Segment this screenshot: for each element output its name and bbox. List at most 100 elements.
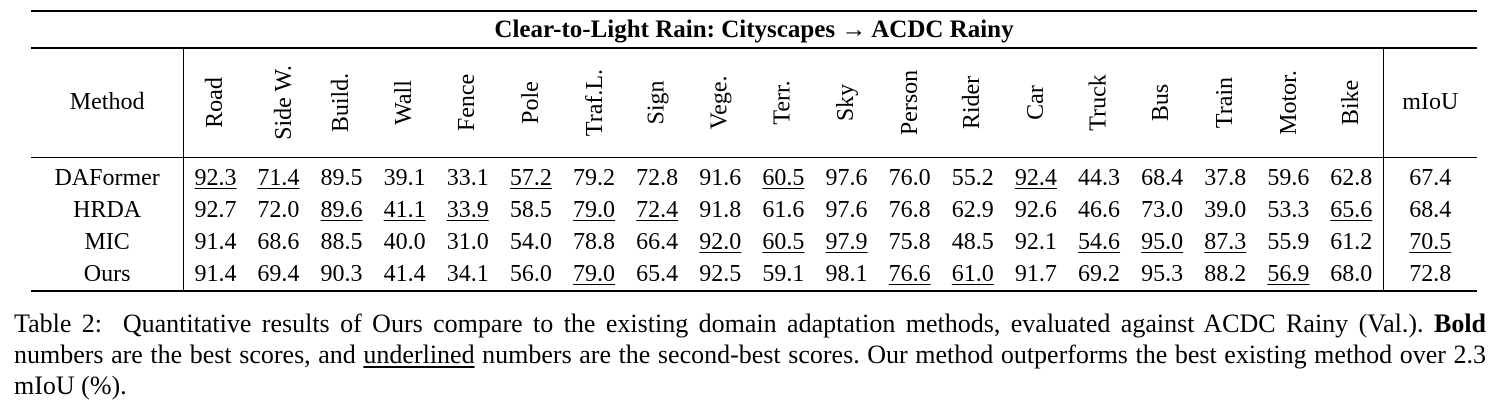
score-cell: 97.6 bbox=[825, 196, 868, 223]
score-cell: 97.6 bbox=[825, 164, 868, 191]
score-cell: 53.3 bbox=[1267, 196, 1310, 223]
class-header-label: Vege. bbox=[706, 75, 733, 130]
score-cell: 89.6 bbox=[320, 196, 363, 223]
class-header-label: Sign bbox=[643, 80, 670, 125]
score-cell: 91.7 bbox=[1014, 260, 1057, 287]
score-cell: 65.6 bbox=[1330, 196, 1373, 223]
class-header-label: Side W. bbox=[270, 65, 297, 140]
method-name: Ours bbox=[83, 260, 131, 287]
score-cell: 62.9 bbox=[951, 196, 994, 223]
class-header: Bike bbox=[1319, 48, 1384, 158]
table-row: MIC 91.4 68.6 88.5 40.0 31.0 54.0 78.8 66.4 92.0 6… bbox=[31, 225, 1477, 258]
score-cell: 91.6 bbox=[699, 164, 742, 191]
class-header: Road bbox=[183, 48, 247, 158]
table-caption: Table 2: Quantitative results of Ours co… bbox=[14, 308, 1486, 401]
class-header-label: Traf.L. bbox=[582, 68, 609, 137]
class-header-label: Person bbox=[897, 69, 924, 136]
caption-text-3: numbers are the second-best scores. Our … bbox=[14, 340, 1487, 400]
class-header: Motor. bbox=[1256, 48, 1320, 158]
score-cell: 92.3 bbox=[183, 157, 247, 194]
score-cell: 92.6 bbox=[1014, 196, 1057, 223]
bottom-rule bbox=[31, 289, 1477, 292]
score-cell: 92.5 bbox=[699, 260, 742, 287]
score-cell: 97.9 bbox=[825, 228, 868, 255]
class-header: Rider bbox=[941, 48, 1005, 158]
score-cell: 76.6 bbox=[888, 260, 931, 287]
class-header-label: Car bbox=[1022, 85, 1049, 120]
method-header: Method bbox=[31, 48, 184, 158]
score-cell: 76.0 bbox=[888, 164, 931, 191]
score-cell: 55.2 bbox=[951, 164, 994, 191]
miou-cell: 72.8 bbox=[1382, 257, 1477, 290]
caption-bold-word: Bold bbox=[1433, 309, 1487, 338]
score-cell: 39.1 bbox=[383, 164, 426, 191]
score-cell: 60.5 bbox=[762, 164, 805, 191]
score-cell: 31.0 bbox=[446, 228, 489, 255]
score-cell: 59.1 bbox=[762, 260, 805, 287]
score-cell: 33.1 bbox=[446, 164, 489, 191]
score-cell: 61.6 bbox=[762, 196, 805, 223]
score-cell: 72.8 bbox=[636, 164, 679, 191]
class-header: Train bbox=[1193, 48, 1257, 158]
score-cell: 40.0 bbox=[383, 228, 426, 255]
table-title: Clear-to-Light Rain: Cityscapes → ACDC R… bbox=[494, 16, 1014, 43]
score-cell: 75.8 bbox=[888, 228, 931, 255]
score-cell: 91.4 bbox=[183, 257, 247, 290]
method-name: DAFormer bbox=[54, 164, 160, 191]
miou-header: mIoU bbox=[1382, 48, 1477, 158]
score-cell: 88.2 bbox=[1204, 260, 1247, 287]
score-cell: 59.6 bbox=[1267, 164, 1310, 191]
score-cell: 65.4 bbox=[636, 260, 679, 287]
score-cell: 41.1 bbox=[383, 196, 426, 223]
class-header-label: Fence bbox=[454, 73, 481, 132]
score-cell: 54.0 bbox=[509, 228, 552, 255]
score-cell: 79.0 bbox=[573, 196, 616, 223]
score-cell: 57.2 bbox=[509, 164, 552, 191]
score-cell: 61.0 bbox=[951, 260, 994, 287]
class-header-label: Train bbox=[1211, 76, 1238, 129]
class-header: Side W. bbox=[246, 48, 310, 158]
class-header: Fence bbox=[436, 48, 500, 158]
score-cell: 91.8 bbox=[699, 196, 742, 223]
score-cell: 37.8 bbox=[1204, 164, 1247, 191]
class-header: Terr. bbox=[751, 48, 815, 158]
caption-text-1: Quantitative results of Ours compare to … bbox=[122, 309, 1424, 338]
score-cell: 56.0 bbox=[509, 260, 552, 287]
method-name: HRDA bbox=[73, 196, 142, 223]
class-header: Person bbox=[878, 48, 942, 158]
score-cell: 41.4 bbox=[383, 260, 426, 287]
score-cell: 55.9 bbox=[1267, 228, 1310, 255]
class-header: Truck bbox=[1067, 48, 1131, 158]
score-cell: 95.3 bbox=[1141, 260, 1184, 287]
title-rule bbox=[31, 47, 1477, 49]
class-header: Traf.L. bbox=[562, 48, 626, 158]
results-table: Clear-to-Light Rain: Cityscapes → ACDC R… bbox=[31, 10, 1477, 292]
class-header-label: Sky bbox=[833, 83, 860, 122]
score-cell: 46.6 bbox=[1078, 196, 1121, 223]
score-cell: 66.4 bbox=[636, 228, 679, 255]
score-cell: 71.4 bbox=[257, 164, 300, 191]
score-cell: 69.2 bbox=[1078, 260, 1121, 287]
score-cell: 68.4 bbox=[1141, 164, 1184, 191]
score-cell: 54.6 bbox=[1078, 228, 1121, 255]
method-name: MIC bbox=[84, 228, 130, 255]
score-cell: 33.9 bbox=[446, 196, 489, 223]
score-cell: 56.9 bbox=[1267, 260, 1310, 287]
miou-cell: 67.4 bbox=[1382, 157, 1477, 194]
score-cell: 44.3 bbox=[1078, 164, 1121, 191]
score-cell: 88.5 bbox=[320, 228, 363, 255]
class-header: Sky bbox=[814, 48, 879, 158]
table-row: Ours 91.4 69.4 90.3 41.4 34.1 56.0 79.0 65.4 92.5… bbox=[31, 257, 1477, 290]
score-cell: 90.3 bbox=[320, 260, 363, 287]
table-row: DAFormer 92.3 71.4 89.5 39.1 33.1 57.2 79.2 72.8… bbox=[31, 157, 1477, 194]
score-cell: 76.8 bbox=[888, 196, 931, 223]
score-cell: 95.0 bbox=[1141, 228, 1184, 255]
class-header-label: Bus bbox=[1148, 83, 1175, 122]
score-cell: 48.5 bbox=[951, 228, 994, 255]
class-header-label: Truck bbox=[1085, 74, 1112, 131]
class-header: Car bbox=[1004, 48, 1068, 158]
score-cell: 72.4 bbox=[636, 196, 679, 223]
class-header-label: Bike bbox=[1337, 79, 1364, 126]
score-cell: 79.0 bbox=[573, 260, 616, 287]
class-header-label: Road bbox=[202, 77, 229, 128]
